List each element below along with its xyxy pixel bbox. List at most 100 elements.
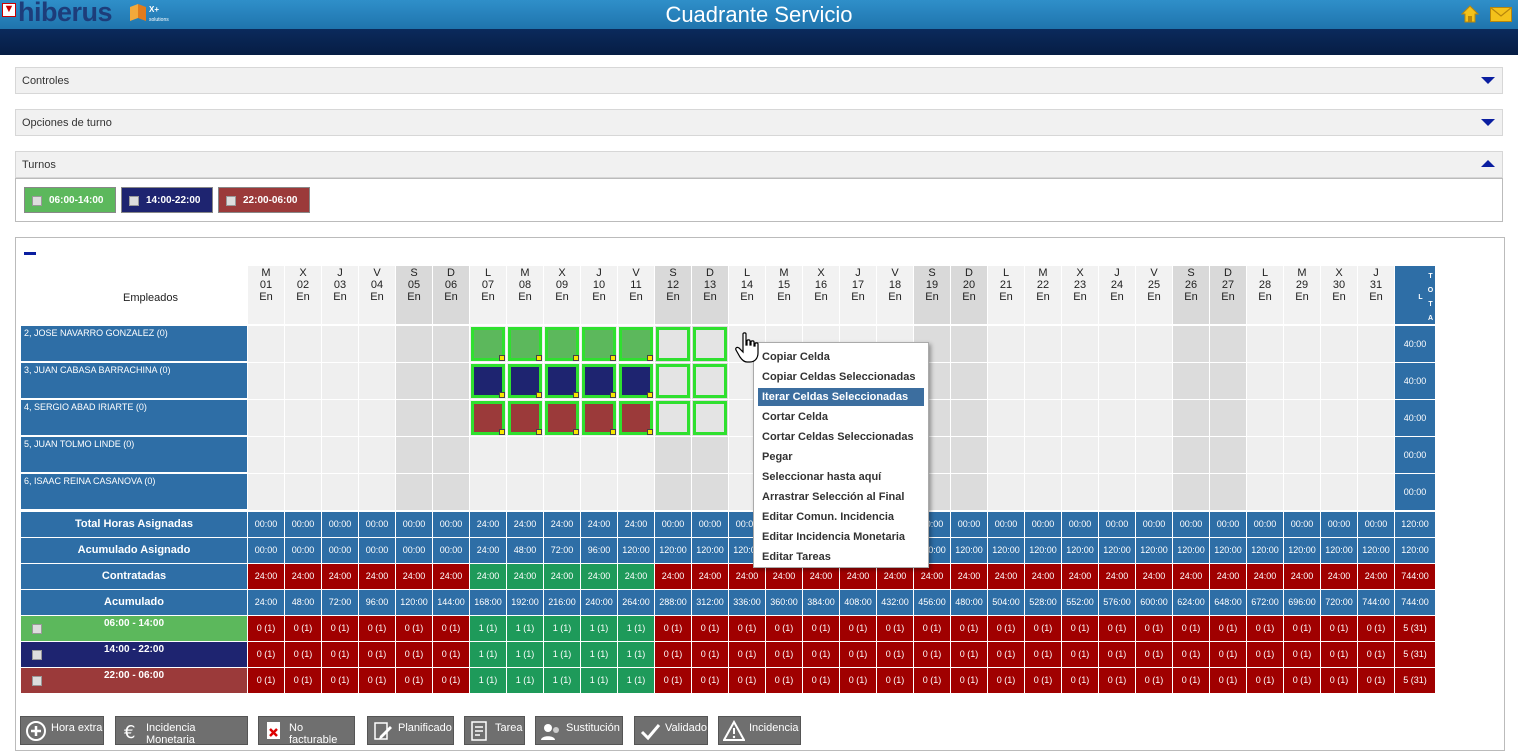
resize-handle[interactable]	[536, 392, 542, 398]
schedule-cell[interactable]	[396, 363, 432, 399]
schedule-cell[interactable]	[1284, 474, 1320, 510]
schedule-cell[interactable]	[470, 474, 506, 510]
schedule-cell[interactable]	[1062, 326, 1098, 362]
action-button[interactable]: No facturable	[258, 716, 355, 746]
schedule-cell[interactable]	[285, 363, 321, 399]
selected-shift-cell[interactable]	[471, 401, 505, 435]
collapse-minus-icon[interactable]	[24, 252, 36, 255]
context-menu-item[interactable]: Pegar	[762, 451, 793, 463]
action-button[interactable]: Sustitución	[535, 716, 623, 745]
action-button[interactable]: Tarea	[464, 716, 525, 745]
schedule-cell[interactable]	[1173, 437, 1209, 473]
schedule-cell[interactable]	[322, 474, 358, 510]
resize-handle[interactable]	[536, 355, 542, 361]
schedule-cell[interactable]	[1173, 326, 1209, 362]
context-menu-item[interactable]: Iterar Celdas Seleccionadas	[758, 388, 924, 406]
shift-checkbox[interactable]	[129, 196, 139, 206]
schedule-cell[interactable]	[1321, 400, 1357, 436]
schedule-cell[interactable]	[248, 474, 284, 510]
context-menu-item[interactable]: Editar Incidencia Monetaria	[762, 531, 906, 543]
action-button[interactable]: Incidencia	[718, 716, 801, 745]
schedule-cell[interactable]	[581, 437, 617, 473]
schedule-cell[interactable]	[1062, 437, 1098, 473]
schedule-cell[interactable]	[507, 474, 543, 510]
schedule-cell[interactable]	[396, 437, 432, 473]
context-menu-item[interactable]: Cortar Celda	[762, 411, 829, 423]
resize-handle[interactable]	[647, 392, 653, 398]
schedule-cell[interactable]	[396, 400, 432, 436]
schedule-cell[interactable]	[988, 474, 1024, 510]
schedule-cell[interactable]	[1099, 363, 1135, 399]
employee-name[interactable]: 5, JUAN TOLMO LINDE (0)	[21, 437, 247, 473]
schedule-cell[interactable]	[359, 363, 395, 399]
resize-handle[interactable]	[647, 429, 653, 435]
resize-handle[interactable]	[610, 429, 616, 435]
context-menu-item[interactable]: Copiar Celdas Seleccionadas	[762, 371, 916, 383]
shift-row-checkbox[interactable]	[32, 650, 42, 660]
schedule-cell[interactable]	[248, 326, 284, 362]
schedule-cell[interactable]	[1062, 400, 1098, 436]
resize-handle[interactable]	[647, 355, 653, 361]
expand-arrow-icon[interactable]	[1481, 77, 1495, 84]
panel-opciones-turno[interactable]: Opciones de turno	[15, 109, 1503, 136]
schedule-cell[interactable]	[470, 437, 506, 473]
schedule-cell[interactable]	[1321, 437, 1357, 473]
schedule-cell[interactable]	[1358, 474, 1394, 510]
action-button[interactable]: Hora extra	[20, 716, 104, 745]
schedule-cell[interactable]	[988, 363, 1024, 399]
schedule-cell[interactable]	[248, 437, 284, 473]
selected-shift-cell[interactable]	[656, 364, 690, 398]
schedule-cell[interactable]	[581, 474, 617, 510]
schedule-cell[interactable]	[322, 326, 358, 362]
schedule-cell[interactable]	[1284, 363, 1320, 399]
selected-shift-cell[interactable]	[656, 327, 690, 361]
resize-handle[interactable]	[499, 392, 505, 398]
schedule-cell[interactable]	[1025, 400, 1061, 436]
schedule-cell[interactable]	[433, 363, 469, 399]
menu-dropdown-icon[interactable]: ▼	[2, 3, 16, 17]
selected-shift-cell[interactable]	[582, 364, 616, 398]
selected-shift-cell[interactable]	[693, 364, 727, 398]
shift-checkbox[interactable]	[226, 196, 236, 206]
selected-shift-cell[interactable]	[693, 401, 727, 435]
schedule-cell[interactable]	[951, 400, 987, 436]
schedule-cell[interactable]	[1025, 474, 1061, 510]
schedule-cell[interactable]	[248, 363, 284, 399]
schedule-cell[interactable]	[988, 437, 1024, 473]
shift-row-checkbox[interactable]	[32, 624, 42, 634]
context-menu-item[interactable]: Arrastrar Selección al Final	[762, 491, 905, 503]
schedule-cell[interactable]	[1247, 474, 1283, 510]
schedule-cell[interactable]	[359, 326, 395, 362]
home-icon[interactable]	[1461, 5, 1479, 23]
schedule-cell[interactable]	[1136, 400, 1172, 436]
action-button[interactable]: Validado	[634, 716, 708, 745]
collapse-arrow-icon[interactable]	[1481, 160, 1495, 167]
schedule-cell[interactable]	[1099, 400, 1135, 436]
schedule-cell[interactable]	[1136, 363, 1172, 399]
schedule-cell[interactable]	[285, 326, 321, 362]
schedule-cell[interactable]	[1210, 474, 1246, 510]
schedule-cell[interactable]	[655, 437, 691, 473]
schedule-cell[interactable]	[1358, 326, 1394, 362]
schedule-cell[interactable]	[396, 326, 432, 362]
schedule-cell[interactable]	[1284, 400, 1320, 436]
schedule-cell[interactable]	[1173, 363, 1209, 399]
schedule-cell[interactable]	[1099, 437, 1135, 473]
context-menu-item[interactable]: Copiar Celda	[762, 351, 830, 363]
schedule-cell[interactable]	[1062, 363, 1098, 399]
action-button[interactable]: Planificado	[367, 716, 454, 745]
panel-turnos[interactable]: Turnos	[15, 151, 1503, 178]
schedule-cell[interactable]	[988, 400, 1024, 436]
schedule-cell[interactable]	[1099, 326, 1135, 362]
context-menu-item[interactable]: Seleccionar hasta aquí	[762, 471, 882, 483]
selected-shift-cell[interactable]	[693, 327, 727, 361]
schedule-cell[interactable]	[1099, 474, 1135, 510]
schedule-cell[interactable]	[433, 474, 469, 510]
schedule-cell[interactable]	[1210, 326, 1246, 362]
resize-handle[interactable]	[573, 429, 579, 435]
action-button[interactable]: € Incidencia Monetaria	[115, 716, 248, 746]
schedule-cell[interactable]	[1136, 474, 1172, 510]
schedule-cell[interactable]	[692, 474, 728, 510]
schedule-cell[interactable]	[951, 474, 987, 510]
schedule-cell[interactable]	[322, 400, 358, 436]
